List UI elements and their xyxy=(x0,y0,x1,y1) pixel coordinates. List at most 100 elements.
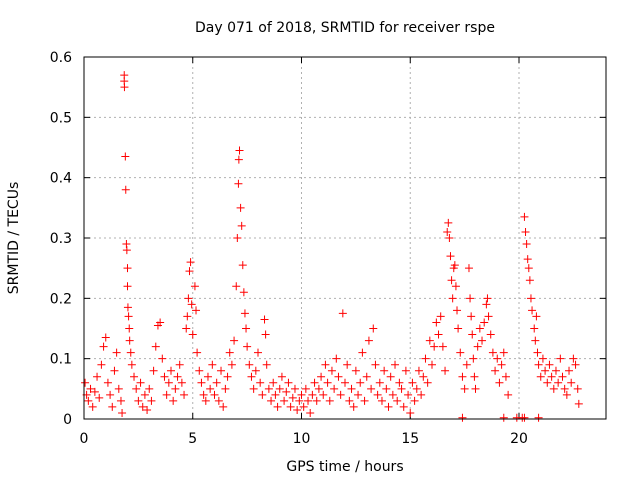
data-point xyxy=(156,318,165,327)
data-point xyxy=(251,366,260,375)
data-point xyxy=(534,360,543,369)
data-point xyxy=(254,348,262,357)
data-point xyxy=(386,372,395,381)
data-point xyxy=(217,366,226,375)
data-point xyxy=(562,390,571,399)
data-point xyxy=(454,324,463,333)
data-point xyxy=(417,390,426,399)
data-point xyxy=(488,348,497,357)
data-point xyxy=(543,378,552,387)
data-point xyxy=(267,396,276,405)
data-point xyxy=(343,360,352,369)
data-point xyxy=(419,372,428,381)
data-point xyxy=(162,390,171,399)
data-point xyxy=(308,390,317,399)
data-point xyxy=(533,348,542,357)
data-point xyxy=(547,372,556,381)
data-point xyxy=(446,252,455,261)
data-point xyxy=(95,393,104,402)
y-tick-label: 0.3 xyxy=(50,231,72,247)
data-point xyxy=(410,396,419,405)
data-point xyxy=(261,330,270,339)
data-point xyxy=(444,218,453,227)
data-point xyxy=(284,378,293,387)
data-point xyxy=(187,300,196,309)
data-point xyxy=(478,336,487,345)
data-point xyxy=(314,384,323,393)
data-point xyxy=(538,354,547,363)
data-point xyxy=(206,384,215,393)
data-point xyxy=(341,378,349,387)
data-point xyxy=(134,396,143,405)
data-point xyxy=(214,396,223,405)
data-point xyxy=(443,227,452,236)
data-point xyxy=(536,372,545,381)
data-point xyxy=(354,390,363,399)
data-point xyxy=(106,390,115,399)
data-point xyxy=(367,384,376,393)
data-point xyxy=(290,384,299,393)
x-tick-label: 15 xyxy=(401,431,419,447)
y-tick-label: 0.2 xyxy=(50,291,72,307)
data-point xyxy=(271,390,280,399)
data-point xyxy=(321,360,330,369)
data-point xyxy=(574,399,583,408)
data-point xyxy=(245,360,254,369)
data-point xyxy=(351,366,360,375)
data-point xyxy=(140,390,149,399)
data-point xyxy=(471,384,480,393)
data-point xyxy=(412,384,421,393)
data-point xyxy=(330,384,339,393)
data-point xyxy=(195,366,204,375)
data-point xyxy=(438,342,447,351)
data-point xyxy=(234,179,243,188)
data-point xyxy=(99,342,108,351)
data-point xyxy=(525,276,534,285)
data-point xyxy=(373,390,382,399)
data-point xyxy=(132,384,141,393)
data-point xyxy=(192,306,201,315)
x-tick-label: 10 xyxy=(293,431,311,447)
data-point xyxy=(120,83,129,92)
data-point xyxy=(264,384,273,393)
data-point xyxy=(123,303,132,312)
data-point xyxy=(526,294,535,303)
data-point xyxy=(121,152,130,161)
data-point xyxy=(364,336,373,345)
data-point xyxy=(208,360,217,369)
data-point xyxy=(549,384,558,393)
data-point xyxy=(551,366,560,375)
data-point xyxy=(528,306,537,315)
data-point xyxy=(93,372,102,381)
data-point xyxy=(90,387,99,396)
data-point xyxy=(532,312,541,321)
data-point xyxy=(523,255,532,264)
data-point xyxy=(384,402,393,411)
data-point xyxy=(239,288,248,297)
data-point xyxy=(277,372,286,381)
data-point xyxy=(238,261,247,270)
data-point xyxy=(497,360,506,369)
data-point xyxy=(397,384,406,393)
data-point xyxy=(483,294,492,303)
data-point xyxy=(565,366,574,375)
data-point xyxy=(458,372,467,381)
data-point xyxy=(223,372,232,381)
data-point xyxy=(347,384,356,393)
x-tick-label: 20 xyxy=(510,431,528,447)
data-point xyxy=(247,372,256,381)
data-point xyxy=(395,378,404,387)
data-point xyxy=(295,396,304,405)
data-point xyxy=(425,336,434,345)
data-point xyxy=(84,396,93,405)
data-point xyxy=(382,384,391,393)
data-point xyxy=(273,402,282,411)
data-point xyxy=(151,342,160,351)
data-point xyxy=(484,312,493,321)
data-point xyxy=(421,354,430,363)
data-point xyxy=(414,366,423,375)
y-axis-ticks: 0 0.1 0.2 0.3 0.4 0.5 0.6 xyxy=(50,50,606,428)
data-point xyxy=(184,294,193,303)
data-point xyxy=(520,413,529,422)
